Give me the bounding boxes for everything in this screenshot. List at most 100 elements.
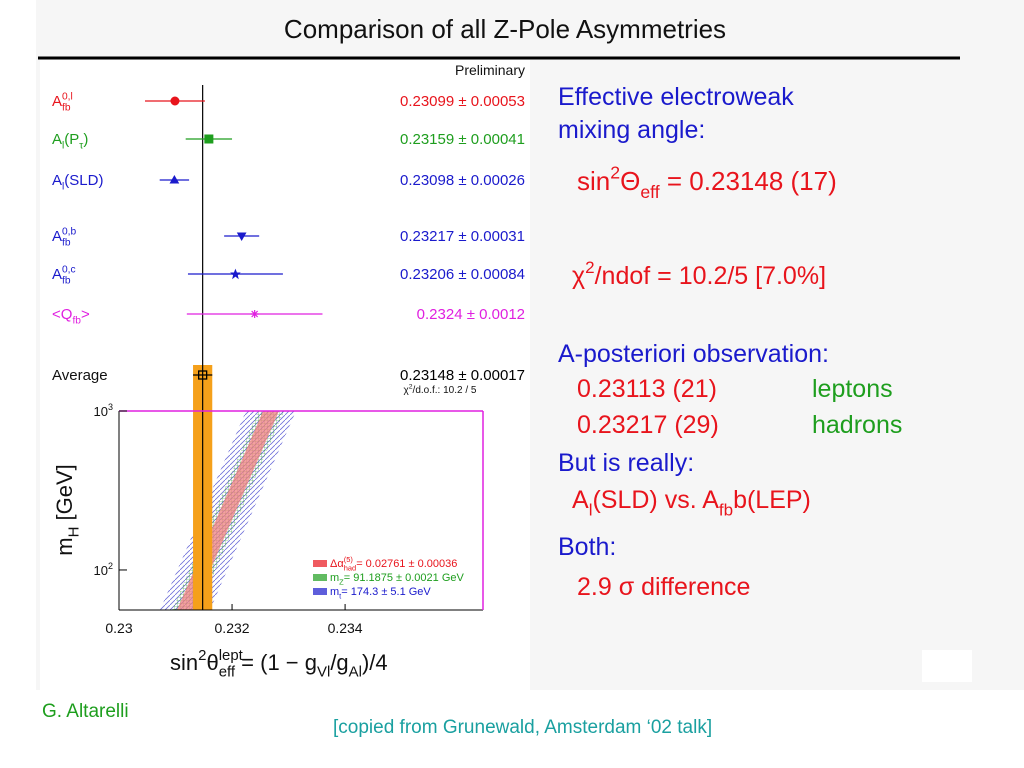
summary-chi2: χ2/ndof = 10.2/5 [7.0%]: [572, 258, 826, 290]
text-part: l: [62, 182, 64, 193]
text-part: A: [52, 172, 62, 189]
text-part: 0,c: [62, 264, 76, 275]
text-part: lept: [219, 647, 244, 664]
observation-kind: hadrons: [812, 411, 902, 439]
text-part: Z: [339, 577, 344, 586]
text-part: sin: [577, 166, 610, 196]
text-part: θ: [206, 650, 218, 675]
y-tick-base: 10: [94, 404, 108, 419]
text-part: eff: [640, 182, 659, 202]
measurement-value: 0.23148 ± 0.00017: [400, 367, 525, 384]
text-part: = (1 − g: [235, 650, 317, 675]
text-part: eff: [219, 664, 236, 681]
text-part: A: [52, 266, 62, 283]
measurement-value: 0.2324 ± 0.0012: [417, 306, 525, 323]
text-part: χ: [404, 385, 410, 396]
measurement-value: 0.23098 ± 0.00026: [400, 172, 525, 189]
text-part: (SLD) vs. A: [592, 486, 719, 514]
text-part: = 0.02761 ± 0.00036: [356, 558, 457, 570]
marker: [170, 96, 180, 106]
x-tick-label: 0.23: [105, 620, 132, 636]
text-part: A: [572, 486, 589, 514]
text-part: 0,l: [62, 91, 73, 102]
chi2-note: χ2/d.o.f.: 10.2 / 5: [404, 384, 477, 397]
measurement-value: 0.23099 ± 0.00053: [400, 93, 525, 110]
summary-both: Both:: [558, 533, 616, 561]
text-part: fb: [62, 238, 71, 249]
text-part: = 0.23148 (17): [660, 166, 837, 196]
observation-value: 0.23113 (21): [577, 375, 717, 403]
corner-box: [922, 650, 972, 682]
title: Comparison of all Z-Pole Asymmetries: [284, 14, 726, 44]
text-part: fb: [62, 103, 71, 114]
text-part: t: [339, 591, 342, 600]
legend-label: mZ= 91.1875 ± 0.0021 GeV: [330, 572, 465, 586]
text-part: (SLD): [64, 172, 103, 189]
legend-label: mt= 174.3 ± 5.1 GeV: [330, 586, 431, 600]
measurement-label: A0,l fb: [52, 91, 73, 113]
text-part: >: [81, 306, 90, 323]
legend-swatch: [313, 574, 327, 581]
marker: [204, 134, 214, 144]
y-tick-base: 10: [94, 563, 108, 578]
text-part: /g: [330, 650, 348, 675]
text-part: sin: [170, 650, 198, 675]
plot-background: [40, 60, 530, 690]
measurement-value: 0.23217 ± 0.00031: [400, 228, 525, 245]
y-tick-label: 103: [94, 402, 113, 419]
text-part: A: [52, 93, 62, 110]
measurement-label: Al(SLD): [52, 172, 103, 193]
text-part: ): [83, 131, 88, 148]
measurement-label: Average: [52, 367, 108, 384]
credit: G. Altarelli: [42, 701, 129, 722]
text-part: (P: [64, 131, 79, 148]
text-part: Vl: [317, 664, 330, 681]
measurement-value: 0.23206 ± 0.00084: [400, 266, 525, 283]
text-part: [GeV]: [52, 464, 77, 526]
text-part: fb: [719, 501, 733, 520]
text-part: 2: [585, 258, 594, 277]
text-part: m: [330, 586, 339, 598]
text-part: Δα: [330, 558, 344, 570]
text-part: /d.o.f.: 10.2 / 5: [413, 385, 477, 396]
text-part: A: [52, 228, 62, 245]
text-part: b(LEP): [733, 486, 811, 514]
x-axis-label: sin2θlept eff = (1 − gVl/gAl)/4: [170, 647, 388, 681]
summary-really: But is really:: [558, 449, 694, 477]
measurement-label: A0,b fb: [52, 226, 77, 248]
text-part: (5): [344, 555, 354, 564]
summary-heading: mixing angle:: [558, 116, 705, 144]
text-part: 2: [409, 384, 413, 391]
text-part: Θ: [620, 166, 640, 196]
text-part: H: [66, 527, 83, 538]
text-part: l: [62, 141, 64, 152]
observation-kind: leptons: [812, 375, 893, 403]
summary-comparison: Al(SLD) vs. Afbb(LEP): [572, 486, 811, 520]
x-tick-label: 0.234: [328, 620, 363, 636]
legend-swatch: [313, 560, 327, 567]
text-part: /ndof = 10.2/5 [7.0%]: [595, 262, 826, 290]
y-tick-label: 102: [94, 561, 113, 578]
text-part: 0,b: [62, 226, 76, 237]
measurement-label: Al(Pτ): [52, 131, 88, 152]
y-axis-label: mH [GeV]: [52, 464, 83, 556]
summary-sin2: sin2Θeff = 0.23148 (17): [577, 162, 837, 202]
x-tick-label: 0.232: [215, 620, 250, 636]
text-part: <Q: [52, 306, 72, 323]
text-part: fb: [62, 276, 71, 287]
measurement-label: <Qfb>: [52, 306, 90, 327]
summary-difference: 2.9 σ difference: [577, 573, 750, 601]
plot-note: Preliminary: [455, 62, 525, 78]
legend-swatch: [313, 588, 327, 595]
text-part: Average: [52, 367, 108, 384]
text-part: )/4: [362, 650, 388, 675]
text-part: 2: [198, 647, 206, 664]
text-part: 2: [610, 162, 620, 182]
y-tick-exponent: 2: [108, 561, 113, 571]
marker: [250, 310, 259, 318]
marker: [198, 370, 208, 380]
y-tick-exponent: 3: [108, 402, 113, 412]
text-part: A: [52, 131, 62, 148]
source: [copied from Grunewald, Amsterdam ‘02 ta…: [333, 717, 712, 738]
text-part: l: [589, 501, 593, 520]
